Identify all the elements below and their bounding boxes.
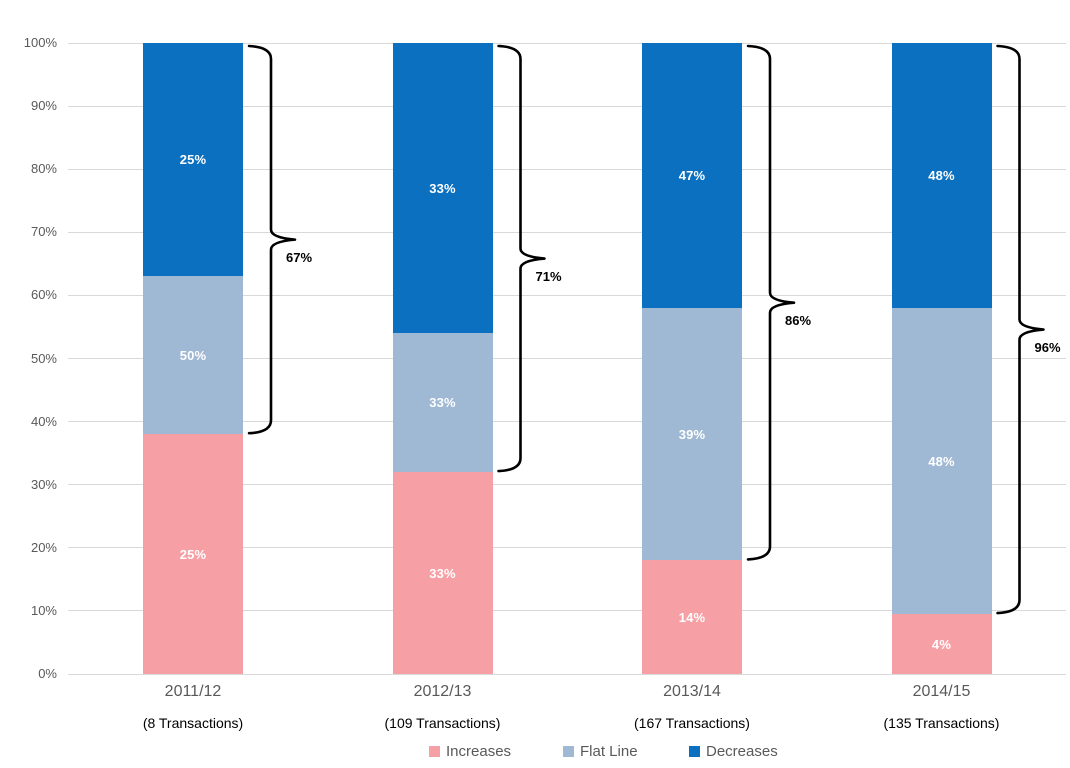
legend-item: Flat Line: [563, 742, 638, 760]
legend-label: Increases: [446, 742, 512, 760]
bar-segment-value-label: 33%: [429, 565, 456, 581]
gridline: [68, 231, 1066, 233]
bar-segment-value-label: 48%: [928, 168, 955, 183]
bar-segment-value-label: 48%: [928, 453, 955, 469]
bar-segment-value-label: 25%: [179, 152, 207, 168]
y-axis-tick-label: 70%: [30, 224, 57, 240]
bar-segment-value-label: 39%: [678, 426, 706, 442]
x-axis-transactions-label: (109 Transactions): [384, 715, 501, 731]
y-axis-tick-label: 50%: [30, 350, 57, 366]
y-axis-tick-label: 90%: [30, 98, 57, 114]
bar-segment: 25%: [143, 43, 243, 277]
bar-segment-value-label: 33%: [429, 395, 456, 411]
gridline: [68, 294, 1066, 296]
gridline: [68, 42, 1066, 44]
bar-segment: 25%: [143, 434, 243, 674]
y-axis-tick-label: 100%: [23, 35, 57, 50]
gridline: [68, 168, 1066, 170]
x-axis-transactions-label: (135 Transactions): [883, 715, 1000, 731]
bar-segment: 14%: [642, 560, 742, 674]
legend-item: Increases: [429, 742, 511, 760]
bar-segment-value-label: 25%: [179, 546, 207, 562]
gridline: [68, 610, 1066, 612]
bar-segment: 48%: [891, 308, 992, 615]
bar-segment-value-label: 50%: [179, 347, 207, 363]
x-axis-category-label: 2013/14: [663, 683, 721, 700]
x-axis-transactions-label: (167 Transactions): [634, 715, 750, 731]
x-axis-category-label: 2014/15: [912, 683, 971, 700]
legend-label: Flat Line: [580, 742, 638, 760]
bar-segment-value-label: 47%: [678, 168, 706, 183]
legend-swatch-icon: [429, 745, 440, 757]
brace-annotation-label: 67%: [286, 249, 313, 265]
bar-segment: 39%: [642, 308, 742, 561]
y-axis-tick-label: 80%: [30, 161, 57, 177]
gridline: [68, 421, 1066, 423]
y-axis-tick-label: 30%: [30, 476, 57, 492]
legend-swatch-icon: [563, 745, 574, 757]
y-axis-tick-label: 0%: [38, 666, 57, 681]
bar-segment: 48%: [891, 43, 992, 309]
gridline: [68, 484, 1066, 486]
bar-segment: 4%: [891, 614, 992, 674]
bar-segment-value-label: 14%: [678, 609, 706, 625]
gridline: [68, 105, 1066, 107]
bar-segment: 33%: [392, 472, 493, 674]
brace-annotation-label: 71%: [535, 268, 562, 284]
gridline: [68, 358, 1066, 359]
gridline: [68, 673, 1066, 675]
y-axis-tick-label: 40%: [30, 413, 57, 429]
x-axis-transactions-label: (8 Transactions): [142, 715, 244, 731]
bar-segment-value-label: 4%: [931, 636, 952, 652]
legend-item: Decreases: [689, 742, 778, 760]
brace-annotation-label: 96%: [1034, 339, 1061, 355]
brace-annotation-label: 86%: [785, 312, 812, 328]
x-axis-category-label: 2011/12: [164, 683, 222, 700]
bar-segment: 33%: [392, 333, 493, 473]
y-axis-tick-label: 20%: [30, 539, 57, 555]
bar-segment-value-label: 33%: [429, 180, 456, 196]
bar-segment: 50%: [143, 276, 243, 435]
legend-swatch-icon: [689, 745, 700, 757]
gridline: [68, 547, 1066, 549]
bar-segment: 47%: [642, 43, 742, 309]
y-axis-tick-label: 10%: [30, 602, 57, 618]
x-axis-category-label: 2012/13: [413, 683, 472, 700]
bar-segment: 33%: [392, 43, 493, 334]
legend-label: Decreases: [706, 742, 778, 760]
y-axis-tick-label: 60%: [30, 287, 57, 303]
